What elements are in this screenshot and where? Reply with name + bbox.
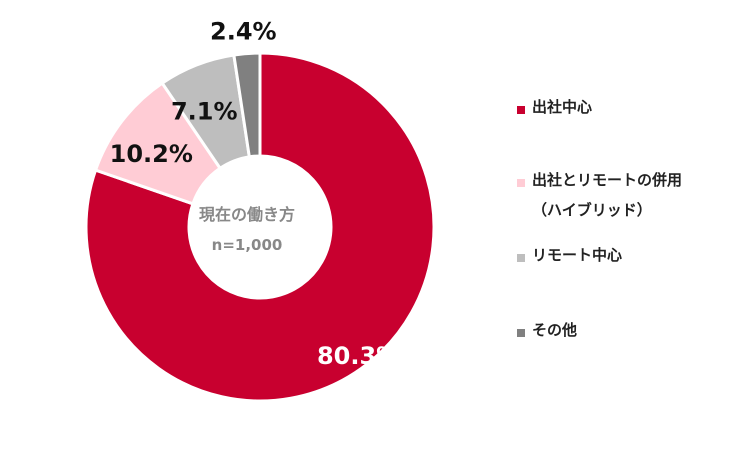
center-title: 現在の働き方 [199, 205, 295, 224]
center-sample-size: n=1,000 [212, 236, 283, 254]
legend-label: 出社とリモートの併用 （ハイブリッド） [532, 171, 683, 219]
slices [84, 51, 436, 403]
legend-item-4: その他 [517, 321, 577, 345]
legend-swatch [517, 329, 525, 337]
legend-label: その他 [532, 321, 578, 339]
legend-label: 出社中心 [532, 98, 593, 116]
legend-item-3: リモート中心 [517, 246, 622, 270]
slice-1 [84, 51, 436, 403]
legend: 出社中心出社とリモートの併用 （ハイブリッド） リモート中心 その他 [517, 0, 747, 453]
legend-swatch [517, 179, 525, 187]
legend-swatch [517, 106, 525, 114]
legend-swatch [517, 254, 525, 262]
data-labels: 80.3% 10.2% 7.1% 2.4% [110, 18, 401, 370]
slice-4 [232, 51, 262, 159]
data-label-1: 80.3% [317, 342, 400, 370]
data-label-2: 10.2% [110, 140, 193, 168]
data-label-3: 7.1% [171, 97, 238, 125]
legend-item-2: 出社とリモートの併用 （ハイブリッド） [517, 171, 682, 225]
legend-label: リモート中心 [532, 246, 623, 264]
legend-item-1: 出社中心 [517, 98, 592, 122]
data-label-4: 2.4% [210, 18, 277, 46]
